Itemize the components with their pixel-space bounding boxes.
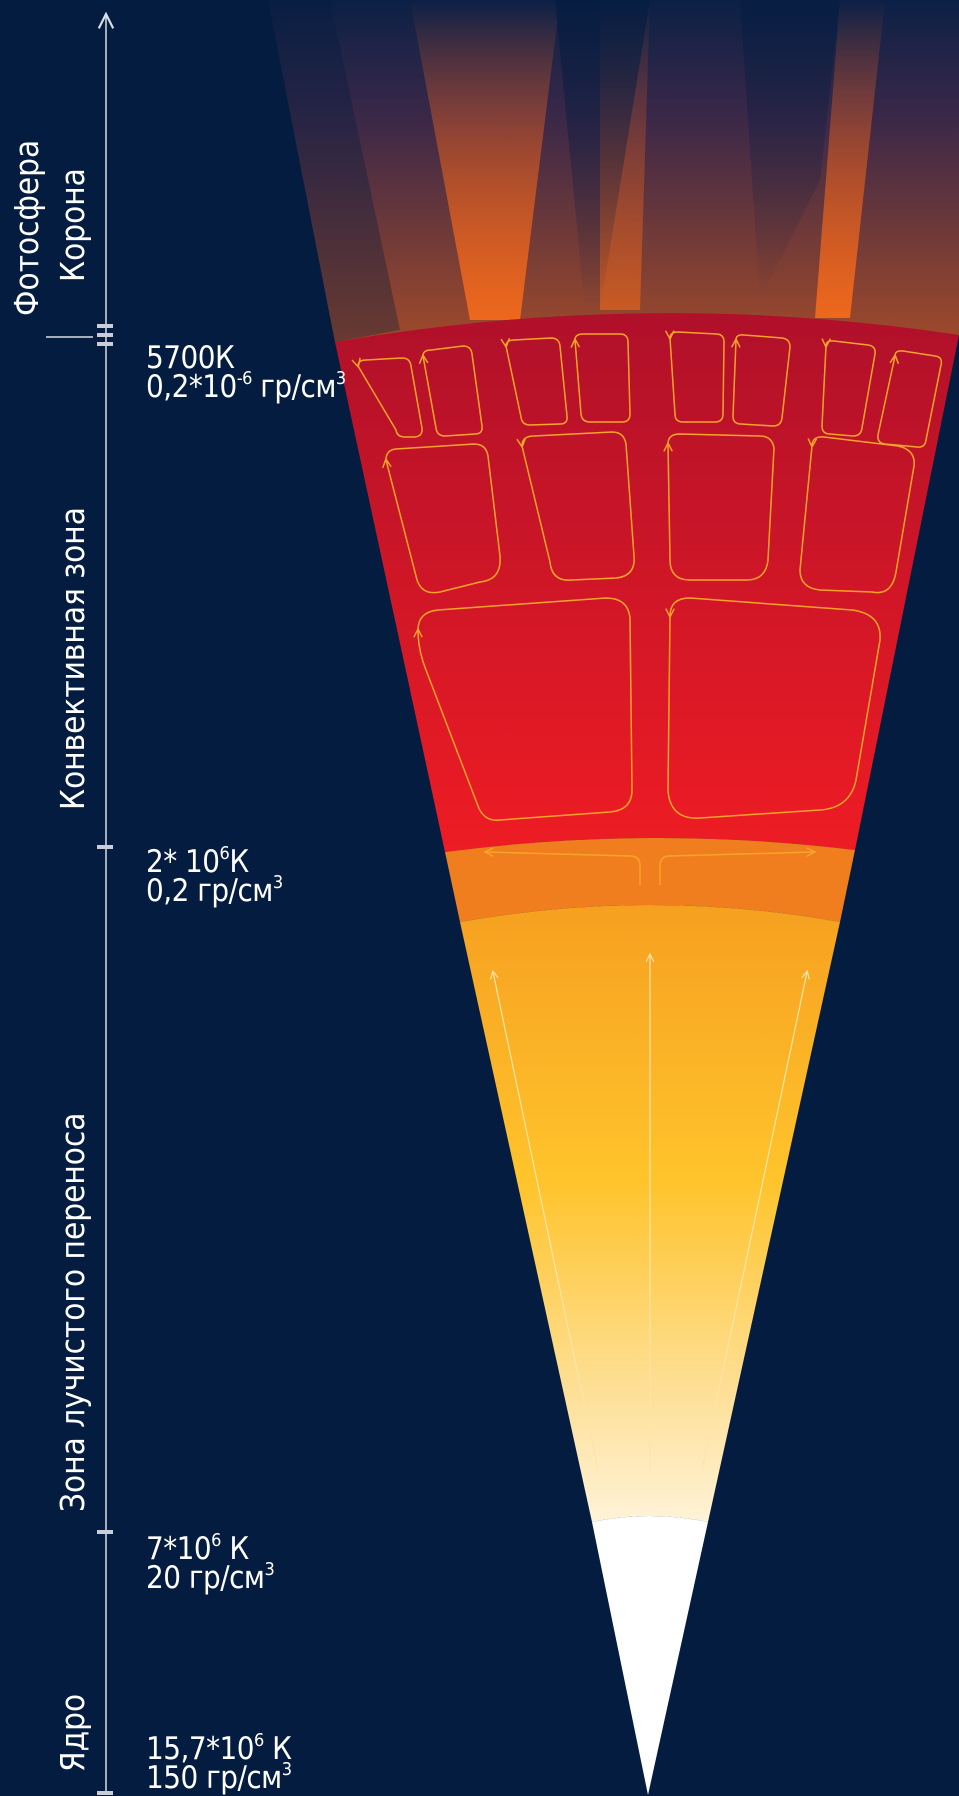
density-value: 0,2 гр/см3 bbox=[146, 872, 283, 909]
zone-label-photosphere: Фотосфера bbox=[7, 139, 46, 316]
radiation-arrows bbox=[493, 955, 807, 1471]
temperature-value: 15,7*106 К bbox=[146, 1730, 292, 1767]
corona-region bbox=[268, 0, 959, 342]
convective-zone-shape bbox=[335, 313, 959, 852]
boundary-value-photosphere: 5700К 0,2*10-6 гр/см3 bbox=[146, 340, 346, 405]
temperature-value: 7*106 К bbox=[146, 1530, 249, 1567]
density-value: 150 гр/см3 bbox=[146, 1759, 292, 1796]
density-value: 0,2*10-6 гр/см3 bbox=[146, 368, 346, 405]
temperature-value: 2* 106К bbox=[146, 843, 249, 880]
transition-band bbox=[445, 837, 855, 922]
zone-label-radiative: Зона лучистого переноса bbox=[53, 1112, 92, 1512]
convection-cells bbox=[358, 332, 943, 885]
boundary-value-core: 15,7*106 К 150 гр/см3 bbox=[146, 1730, 292, 1796]
boundary-value-radiative: 7*106 К 20 гр/см3 bbox=[146, 1530, 275, 1596]
boundary-value-convective: 2* 106К 0,2 гр/см3 bbox=[146, 843, 283, 909]
zone-label-convective: Конвективная зона bbox=[53, 507, 92, 810]
depth-axis bbox=[46, 14, 113, 1795]
density-value: 20 гр/см3 bbox=[146, 1559, 275, 1596]
core-shape bbox=[592, 1516, 708, 1795]
temperature-value: 5700К bbox=[146, 340, 235, 376]
zone-label-corona: Корона bbox=[53, 168, 92, 282]
zone-label-core: Ядро bbox=[53, 1693, 92, 1772]
